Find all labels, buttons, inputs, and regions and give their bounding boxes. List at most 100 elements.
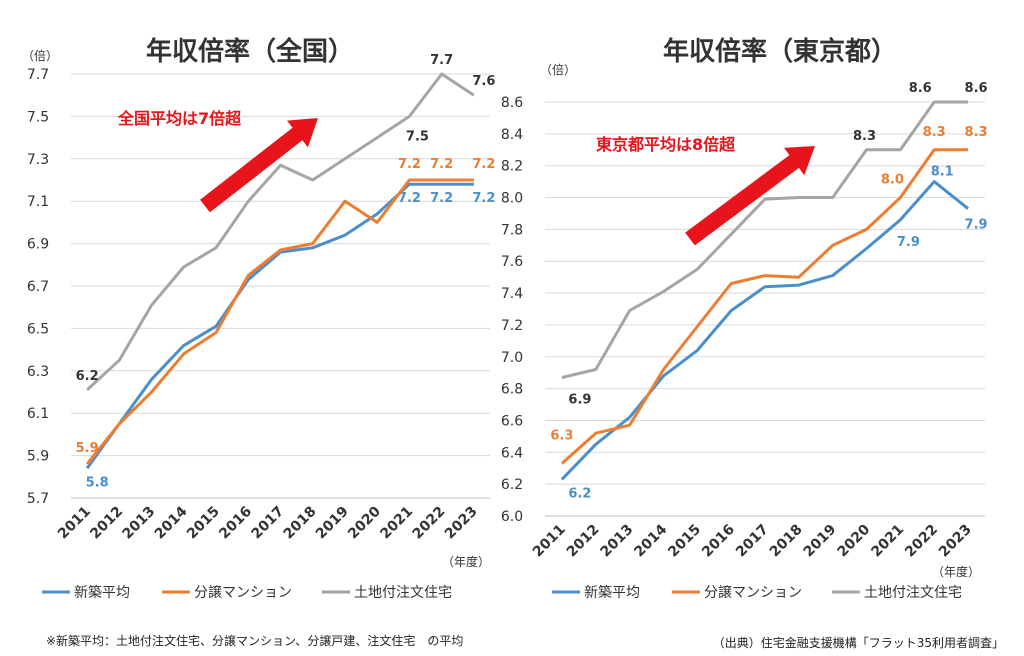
chart-national: 年収倍率（全国） （倍） 5.7 5.9 6.1 6.3 6.5 6.7 6.9 7.1 7.3 7.… [22,36,495,601]
legend-label-new-average: 新築平均 [584,585,640,601]
data-label: 8.1 [931,165,954,180]
source-note: （出典）住宅金融支援機構「フラット35利用者調査」 [712,636,1004,650]
x-axis-unit: （年度） [932,564,980,579]
series-line-condo [560,148,969,465]
x-tick-label: 2013 [598,522,637,561]
x-tick-label: 2016 [699,522,738,561]
data-label: 5.9 [76,441,99,456]
series-line-condo [85,178,474,466]
data-label: 8.3 [965,125,988,140]
data-label: 7.6 [472,74,495,89]
y-tick-label: 7.8 [501,222,523,238]
data-label: 7.2 [430,191,453,206]
x-tick-label: 2011 [530,522,569,561]
x-tick-label: 2015 [665,522,704,561]
trend-arrow [685,146,815,246]
series-line-land-house [561,100,969,379]
legend-label-land-house: 土地付注文住宅 [354,585,452,601]
y-axis-unit: （倍） [22,48,58,63]
y-tick-label: 6.8 [501,382,523,398]
x-tick-label: 2015 [184,504,223,543]
series-line-new-average [560,180,970,481]
y-tick-label: 6.1 [27,406,49,422]
y-tick-label: 6.7 [27,279,49,295]
x-tick-label: 2023 [442,504,481,543]
y-tick-label: 7.4 [501,286,523,302]
y-tick-label: 8.6 [501,95,523,111]
x-tick-label: 2011 [55,504,94,543]
y-tick-label: 7.1 [27,194,49,210]
x-tick-label: 2017 [248,504,287,543]
x-tick-label: 2021 [377,504,416,543]
x-tick-label: 2014 [152,503,191,542]
series-line-land-house [86,72,475,392]
x-tick-label: 2018 [767,522,806,561]
x-tick-label: 2023 [936,522,975,561]
annotation-text: 全国平均は7倍超 [117,109,242,128]
data-label: 8.3 [923,125,946,140]
y-tick-label: 8.0 [501,191,523,207]
x-tick-label: 2014 [631,521,670,560]
legend-label-new-average: 新築平均 [74,585,130,601]
data-label: 7.2 [430,157,453,172]
y-tick-label: 7.2 [501,318,523,334]
x-tick-label: 2020 [345,503,384,542]
x-tick-label: 2016 [216,504,255,543]
data-label: 8.6 [909,81,932,96]
x-tick-label: 2021 [868,522,907,561]
x-tick-label: 2019 [313,504,352,543]
y-tick-label: 5.7 [27,491,49,507]
y-tick-label: 6.9 [27,237,49,253]
y-tick-label: 6.2 [501,477,523,493]
data-label: 7.5 [406,129,429,144]
data-label: 8.6 [965,81,988,96]
trend-arrow [200,118,318,213]
data-label: 6.9 [568,392,591,407]
x-axis-unit: （年度） [442,554,490,569]
y-tick-label: 6.0 [501,509,523,525]
data-label: 6.3 [550,428,573,443]
y-tick-label: 8.4 [501,127,523,143]
data-label: 8.3 [853,129,876,144]
data-label: 7.2 [398,191,421,206]
x-tick-label: 2013 [120,504,159,543]
data-label: 7.2 [398,157,421,172]
chart-title: 年収倍率（東京都） [663,36,897,67]
x-tick-label: 2022 [902,522,941,561]
legend-label-condo: 分譲マンション [194,585,292,601]
data-label: 7.2 [472,191,495,206]
x-tick-label: 2020 [834,521,873,560]
legend-label-condo: 分譲マンション [704,585,802,601]
data-label: 6.2 [568,486,591,501]
x-tick-label: 2019 [801,522,840,561]
x-tick-label: 2012 [87,504,126,543]
data-label: 6.2 [76,369,99,384]
y-tick-label: 7.0 [501,350,523,366]
y-tick-label: 6.3 [27,364,49,380]
x-tick-label: 2018 [281,504,320,543]
data-label: 7.7 [430,53,453,68]
chart-tokyo: 年収倍率（東京都） （倍） 6.0 6.2 6.4 6.6 6.8 7.0 7.2 7.4 7.6 7… [501,36,988,601]
y-tick-label: 5.9 [27,449,49,465]
data-label: 7.9 [965,218,988,233]
legend-label-land-house: 土地付注文住宅 [864,585,962,601]
y-tick-label: 7.7 [27,67,49,83]
annotation-text: 東京都平均は8倍超 [596,135,736,154]
y-tick-label: 7.3 [27,152,49,168]
y-tick-label: 6.5 [27,321,49,337]
y-tick-label: 6.6 [501,413,523,429]
y-axis-unit: （倍） [540,62,576,77]
y-tick-label: 7.5 [27,109,49,125]
data-label: 8.0 [881,173,904,188]
chart-title: 年収倍率（全国） [146,36,354,67]
data-label: 7.2 [472,157,495,172]
x-tick-label: 2017 [733,522,772,561]
footnote: ※新築平均：土地付注文住宅、分譲マンション、分譲戸建、注文住宅 の平均 [46,634,464,648]
data-label: 7.9 [897,235,920,250]
x-tick-label: 2022 [410,504,449,543]
series-line-new-average [85,182,474,470]
y-tick-label: 8.2 [501,159,523,175]
y-tick-label: 6.4 [501,445,523,461]
